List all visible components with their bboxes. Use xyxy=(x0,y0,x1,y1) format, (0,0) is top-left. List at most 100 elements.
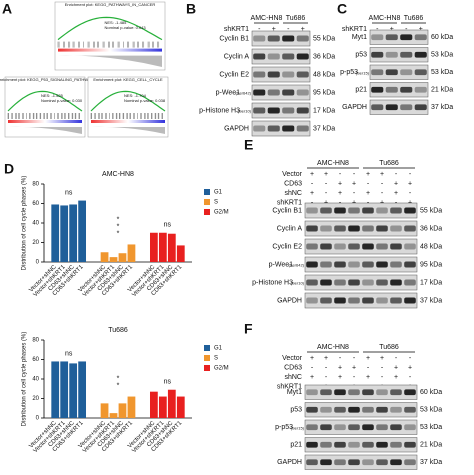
legend-swatch xyxy=(204,365,210,371)
legend-label: G2/M xyxy=(214,366,229,372)
mw-label: 36 kDa xyxy=(313,53,335,60)
panel-label: B xyxy=(186,1,196,17)
condition-sign: + xyxy=(338,364,342,371)
blot-strip xyxy=(251,30,311,47)
blot-band xyxy=(320,261,332,268)
blot-strip xyxy=(304,402,418,418)
blot-band xyxy=(306,297,318,304)
blot-strip xyxy=(304,274,418,291)
condition-sign: - xyxy=(409,374,412,381)
condition-sign: - xyxy=(325,364,328,371)
protein-label: p-Wee1 xyxy=(269,261,293,268)
blot-band xyxy=(390,389,402,396)
blot-strip xyxy=(304,202,418,219)
condition-sign: - xyxy=(325,190,328,197)
condition-sign: + xyxy=(338,374,342,381)
blot-strip xyxy=(304,256,418,273)
blot-strip xyxy=(304,238,418,255)
blot-band xyxy=(376,441,388,448)
blot-band xyxy=(334,261,346,268)
bar xyxy=(158,232,167,262)
protein-label: p-p53 xyxy=(275,424,293,431)
rank-metric xyxy=(58,55,162,67)
condition-sign: + xyxy=(366,374,370,381)
blot-band xyxy=(267,125,280,132)
y-axis-label: Distribution of cell cycle phases (%) xyxy=(22,332,28,427)
blot-band xyxy=(385,34,398,41)
group-label: AMC-HN8 xyxy=(251,15,283,22)
blot-band xyxy=(253,89,266,96)
blot-band xyxy=(404,441,416,448)
legend-label: G1 xyxy=(214,346,223,352)
mw-label: 55 kDa xyxy=(420,207,442,214)
group-label: Tu686 xyxy=(379,160,399,167)
site-label: (Ser642) xyxy=(235,91,251,96)
blot-band xyxy=(414,86,427,93)
blot-band xyxy=(253,125,266,132)
condition-sign: - xyxy=(353,190,356,197)
group-label: AMC-HN8 xyxy=(317,160,349,167)
blot-band xyxy=(267,53,280,60)
blot-strip xyxy=(369,64,429,80)
blot-band xyxy=(376,207,388,214)
condition-sign: + xyxy=(394,364,398,371)
mw-label: 48 kDa xyxy=(313,71,335,78)
panel-label: F xyxy=(244,321,253,337)
mw-label: 37 kDa xyxy=(420,459,442,466)
group-label: Tu686 xyxy=(404,15,424,22)
condition-sign: - xyxy=(409,171,412,178)
mw-label: 60 kDa xyxy=(431,34,453,41)
blot-band xyxy=(371,69,384,76)
site-label: (Ser15) xyxy=(356,70,370,75)
blot-band xyxy=(320,225,332,232)
y-tick-label: 0 xyxy=(36,416,40,422)
condition-label: shNC xyxy=(284,190,302,197)
blot-band xyxy=(306,207,318,214)
blot-band xyxy=(362,297,374,304)
nes: NES: -1.704 xyxy=(124,93,147,98)
blot-strip xyxy=(304,384,418,400)
blot-strip xyxy=(251,102,311,119)
blot-band xyxy=(404,406,416,413)
legend-swatch xyxy=(204,355,210,361)
mw-label: 37 kDa xyxy=(420,297,442,304)
blot-band xyxy=(296,125,309,132)
condition-label: CD63 xyxy=(284,180,302,187)
condition-sign: - xyxy=(381,364,384,371)
blot-band xyxy=(282,71,295,78)
legend-label: G2/M xyxy=(214,210,229,216)
blot-band xyxy=(376,297,388,304)
group-label: AMC-HN8 xyxy=(317,344,349,351)
bar xyxy=(127,244,136,262)
blot-band xyxy=(306,406,318,413)
protein-label: p-Wee1 xyxy=(216,89,240,96)
protein-label: GAPDH xyxy=(224,125,249,132)
condition-sign: - xyxy=(311,180,314,187)
bar xyxy=(51,361,60,418)
site-label: (Ser10) xyxy=(238,109,252,114)
blot-band xyxy=(334,297,346,304)
blot-band xyxy=(348,279,360,286)
blot-band xyxy=(376,261,388,268)
condition-sign: + xyxy=(272,26,276,33)
blot-strip xyxy=(304,419,418,435)
condition-sign: - xyxy=(376,26,379,33)
blot-band xyxy=(362,424,374,431)
blot-strip xyxy=(304,454,418,470)
blot-band xyxy=(362,406,374,413)
rank-metric xyxy=(91,126,165,134)
blot-band xyxy=(306,261,318,268)
bar xyxy=(176,396,185,418)
blot-band xyxy=(334,243,346,250)
blot-band xyxy=(390,297,402,304)
blot-band xyxy=(334,424,346,431)
p-value: Nominal p-value: 0.030 xyxy=(41,98,83,103)
condition-sign: + xyxy=(352,364,356,371)
bar xyxy=(78,200,87,262)
blot-band xyxy=(390,279,402,286)
blot-band xyxy=(296,107,309,114)
enrichment-curve xyxy=(57,16,163,41)
bar xyxy=(78,361,87,418)
condition-sign: + xyxy=(310,171,314,178)
blot-band xyxy=(334,406,346,413)
